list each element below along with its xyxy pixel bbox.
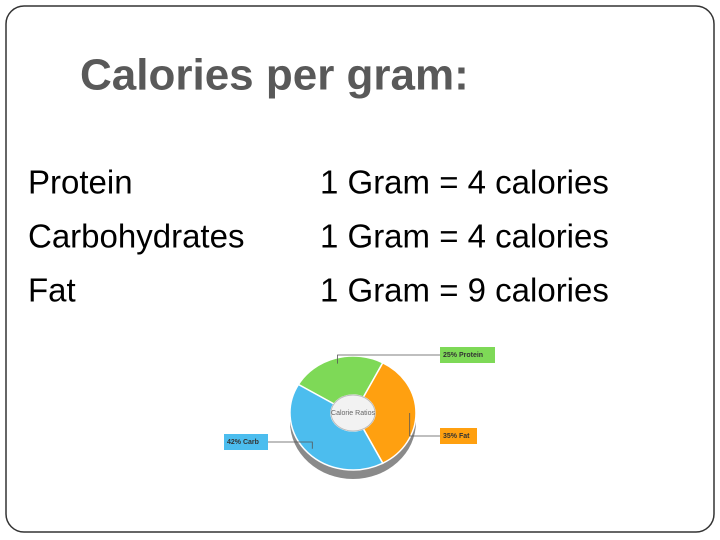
slide-title: Calories per gram: [80,51,469,100]
label-box [440,347,495,363]
calorie-value: 1 Gram = 9 calories [320,272,609,309]
pie-hole [330,394,376,432]
label-box [440,428,477,444]
label-box [224,434,268,450]
calorie-value: 1 Gram = 4 calories [320,164,609,201]
slide-border [5,5,715,533]
calorie-list: Protein 1 Gram = 4 calories Carbohydrates 1… [28,164,609,309]
calorie-value: 1 Gram = 4 calories [320,218,609,255]
leader-line [409,413,440,437]
leader-line [268,441,313,449]
pie-chart: Calorie Ratios 25% Protein 35% Fat 42% Carb [224,347,495,479]
slice-label: 25% Protein [443,352,483,359]
nutrient-name: Carbohydrates [28,218,244,255]
center-label: Calorie Ratios [331,410,375,417]
nutrient-name: Fat [28,272,76,309]
slice-label: 35% Fat [443,433,470,440]
leader-line [337,354,440,364]
slice-label: 42% Carb [227,439,259,446]
nutrient-name: Protein [28,164,133,201]
